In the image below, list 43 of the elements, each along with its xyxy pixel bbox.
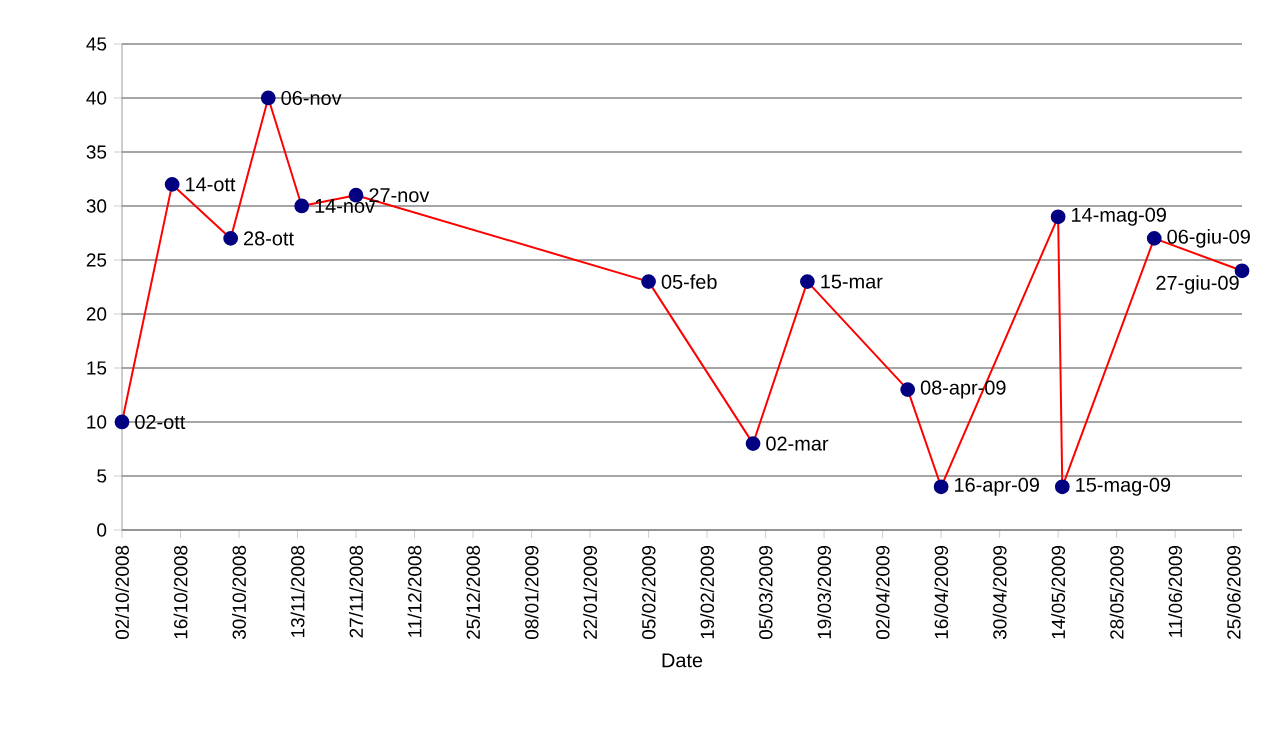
x-tick-label: 16/04/2009: [934, 545, 949, 639]
annotation: 15-mar: [821, 274, 883, 289]
annotation: 28-ott: [244, 231, 294, 246]
y-tick-label: 45: [86, 37, 107, 51]
y-tick-label: 30: [86, 199, 107, 213]
y-tick-label: 5: [97, 469, 107, 483]
annotation: 16-apr-09: [955, 477, 1039, 496]
y-tick-label: 20: [86, 307, 107, 321]
annotation: 06-giu-09: [1167, 229, 1250, 248]
y-tick-label: 25: [86, 253, 107, 267]
x-tick-label: 19/03/2009: [817, 545, 832, 639]
x-tick-label: 02/04/2009: [875, 545, 890, 640]
x-tick-label: 28/05/2009: [1109, 545, 1124, 639]
x-tick-label: 25/12/2008: [466, 545, 480, 639]
x-tick-label: 30/04/2009: [992, 545, 1007, 640]
x-tick-label: 11/06/2009: [1168, 545, 1183, 637]
x-tick-label: 08/01/2009: [524, 545, 539, 640]
x-tick-label: 13/11/2008: [290, 545, 305, 637]
annotation: 05-feb: [661, 274, 717, 289]
x-tick-label: 05/02/2009: [641, 545, 656, 640]
x-tick-label: 02/10/2008: [115, 545, 129, 640]
y-tick-label: 10: [87, 415, 107, 429]
x-tick-label: 19/02/2009: [700, 545, 715, 639]
annotation: 15-mag-09: [1076, 477, 1171, 496]
annotation: 14-ott: [186, 177, 236, 192]
annotation: 14-mag-09: [1072, 207, 1166, 226]
x-tick-label: 25/06/2009: [1226, 545, 1241, 639]
x-tick-label: 30/10/2008: [232, 545, 246, 640]
x-tick-label: 11/12/2008: [407, 545, 422, 637]
y-tick-label: 40: [86, 91, 107, 105]
annotation: 02-mar: [766, 436, 829, 451]
y-tick-label: 35: [86, 145, 107, 159]
x-tick-label: 27/11/2008: [349, 545, 363, 638]
x-axis-title: Date: [662, 653, 703, 668]
x-tick-label: 14/05/2009: [1051, 545, 1066, 639]
x-tick-label: 16/10/2008: [173, 545, 188, 639]
y-tick-label: 15: [87, 361, 107, 375]
annotation: 27-giu-09: [1156, 275, 1239, 294]
y-tick-label: 0: [97, 523, 107, 537]
x-tick-label: 05/03/2009: [758, 545, 773, 640]
x-tick-label: 22/01/2009: [583, 545, 598, 639]
annotation: 06-nov: [281, 90, 342, 106]
annotation: 02-ott: [135, 414, 186, 430]
